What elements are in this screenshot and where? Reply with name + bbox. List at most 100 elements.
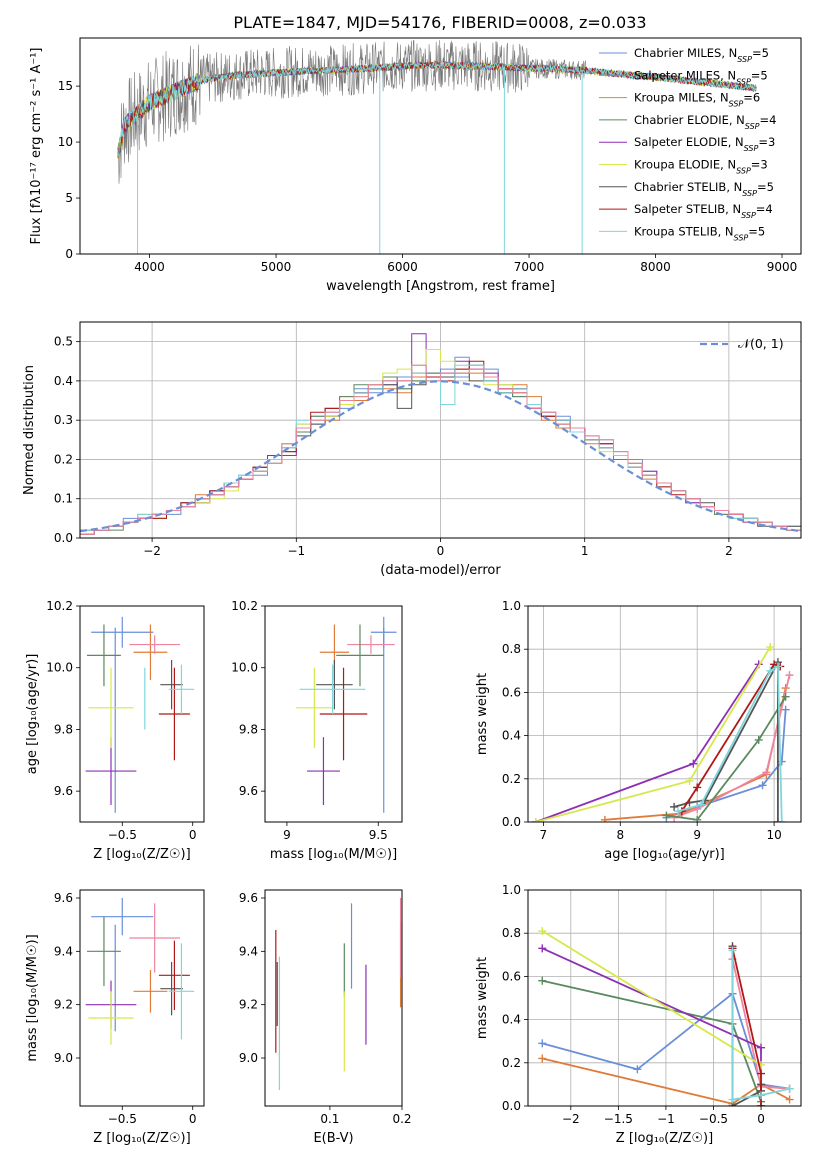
y-tick-label: 1.0 xyxy=(502,883,521,897)
y-tick-label: 0.6 xyxy=(502,685,521,699)
y-tick-label: 15 xyxy=(58,79,73,93)
x-tick-label: 6000 xyxy=(387,260,418,274)
y-tick-label: 10.0 xyxy=(46,661,73,675)
x-axis-label: Z [log₁₀(Z/Z☉)] xyxy=(93,847,190,862)
plot-area xyxy=(538,927,794,1106)
weight-point-marker xyxy=(777,818,786,822)
mass-vs-extinction-panel: 0.1 0.2 9.0 9.2 9.4 9.6 E(B-V) xyxy=(239,889,412,1146)
x-tick-label: 7000 xyxy=(514,260,545,274)
residuals-panel: −2 −1 0 1 2 0.0 0.1 0.2 0.3 0.4 0.5 (data-model)/er… xyxy=(22,321,802,578)
plot-area xyxy=(80,333,801,538)
y-tick-label: 0.8 xyxy=(502,926,521,940)
legend-value: =4 xyxy=(760,113,777,127)
weight-point-marker xyxy=(670,802,679,811)
legend-value: =3 xyxy=(758,135,775,149)
x-tick-label: 10 xyxy=(766,828,781,842)
legend-value: =4 xyxy=(756,202,773,216)
weight-point-marker xyxy=(538,944,547,953)
axes-frame xyxy=(527,889,802,1107)
x-tick-label: 0 xyxy=(757,1112,765,1126)
weight-point-marker xyxy=(633,1065,642,1074)
y-tick-label: 0.3 xyxy=(54,413,73,427)
x-tick-label: 0.1 xyxy=(320,1112,339,1126)
y-tick-label: 10 xyxy=(58,135,73,149)
mass-vs-metallicity-panel: −0.5 0 9.0 9.2 9.4 9.6 Z [log₁₀(Z/Z☉)] mass [lo… xyxy=(25,889,205,1146)
x-axis-label: age [log₁₀(age/yr)] xyxy=(604,847,725,862)
model-spectrum-line xyxy=(117,61,757,157)
y-axis-label: mass [log₁₀(M/M☉)] xyxy=(25,934,40,1061)
weight-point-marker xyxy=(538,927,547,936)
axes-frame xyxy=(79,889,205,1107)
y-tick-label: 10.2 xyxy=(231,599,258,613)
x-tick-label: 9 xyxy=(693,828,701,842)
y-tick-label: 0.4 xyxy=(502,1013,521,1027)
weight-point-marker xyxy=(757,1043,766,1052)
weight-series-line xyxy=(677,664,783,822)
x-tick-label: −1 xyxy=(287,544,305,558)
weight-series-line xyxy=(541,947,762,1106)
legend-subscript: SSP xyxy=(744,144,759,153)
y-tick-label: 0.6 xyxy=(502,969,521,983)
x-tick-label: 8 xyxy=(616,828,624,842)
y-axis-label: Normed distribution xyxy=(22,365,37,495)
weight-point-marker xyxy=(757,1069,766,1078)
x-tick-label: 9000 xyxy=(767,260,798,274)
y-tick-label: 0.4 xyxy=(502,729,521,743)
weight-point-marker xyxy=(662,811,671,820)
legend-value: =6 xyxy=(743,91,760,105)
x-tick-label: 0.2 xyxy=(392,1112,411,1126)
y-tick-label: 10.2 xyxy=(46,599,73,613)
legend-label: Kroupa MILES, NSSP=6 xyxy=(634,91,760,109)
y-tick-label: 9.6 xyxy=(239,784,258,798)
legend-label: Salpeter MILES, NSSP=5 xyxy=(634,68,768,86)
x-axis-label: Z [log₁₀(Z/Z☉)] xyxy=(616,1131,713,1146)
plot-area xyxy=(85,616,195,813)
legend-value: =5 xyxy=(757,180,774,194)
x-tick-label: 5000 xyxy=(261,260,292,274)
axes-frame xyxy=(264,889,403,1107)
legend-label: Salpeter ELODIE, NSSP=3 xyxy=(634,135,775,153)
age-vs-mass-panel: 9 9.5 9.6 9.8 10.0 10.2 mass [log₁₀(M/M☉)] xyxy=(231,599,403,862)
y-tick-label: 0 xyxy=(65,247,73,261)
weight-series-line xyxy=(542,979,762,1106)
y-tick-label: 0.8 xyxy=(502,642,521,656)
legend-subscript: SSP xyxy=(734,233,749,242)
weight-point-marker xyxy=(781,705,790,714)
weight-point-marker xyxy=(785,1084,794,1093)
x-axis-label: (data-model)/error xyxy=(380,563,501,578)
x-tick-label: −1 xyxy=(657,1112,675,1126)
legend-subscript: SSP xyxy=(736,166,751,175)
y-tick-label: 9.0 xyxy=(54,1051,73,1065)
weight-vs-metallicity-panel: −2 −1.5 −1 −0.5 0 0.0 0.2 0.4 0.6 0.8 1.0 Z [log₁₀(… xyxy=(475,883,802,1146)
y-tick-label: 0.4 xyxy=(54,374,73,388)
y-axis-label: Flux [fλ10⁻¹⁷ erg cm⁻² s⁻¹ A⁻¹] xyxy=(29,48,44,245)
weight-point-marker xyxy=(766,666,775,675)
y-tick-label: 0.0 xyxy=(502,1099,521,1113)
weight-series-line xyxy=(666,696,787,821)
x-axis-label: E(B-V) xyxy=(313,1131,353,1146)
x-tick-label: 8000 xyxy=(640,260,671,274)
y-axis-label: age [log₁₀(age/yr)] xyxy=(25,654,40,775)
legend-label: Chabrier MILES, NSSP=5 xyxy=(634,46,769,64)
y-tick-label: 9.2 xyxy=(239,998,258,1012)
legend-label: 𝒩(0, 1) xyxy=(738,336,784,351)
weight-point-marker xyxy=(689,759,698,768)
x-tick-label: 1 xyxy=(581,544,589,558)
legend-subscript: SSP xyxy=(741,211,756,220)
plot-area xyxy=(531,643,794,822)
axes-frame xyxy=(527,605,802,823)
plot-area xyxy=(117,39,757,254)
legend-subscript: SSP xyxy=(742,188,757,197)
histogram-step xyxy=(80,364,801,538)
x-tick-label: 0 xyxy=(437,544,445,558)
age-vs-metallicity-panel: −0.5 0 9.6 9.8 10.0 10.2 Z [log₁₀(Z/Z☉)] age [l… xyxy=(25,599,205,862)
weight-point-marker xyxy=(538,976,547,985)
weight-point-marker xyxy=(693,815,702,822)
legend-label: Chabrier STELIB, NSSP=5 xyxy=(634,180,774,198)
y-tick-label: 0.0 xyxy=(502,815,521,829)
weight-point-marker xyxy=(785,1095,794,1104)
y-tick-label: 9.6 xyxy=(54,784,73,798)
y-tick-label: 9.4 xyxy=(54,944,73,958)
weight-point-marker xyxy=(766,643,775,652)
